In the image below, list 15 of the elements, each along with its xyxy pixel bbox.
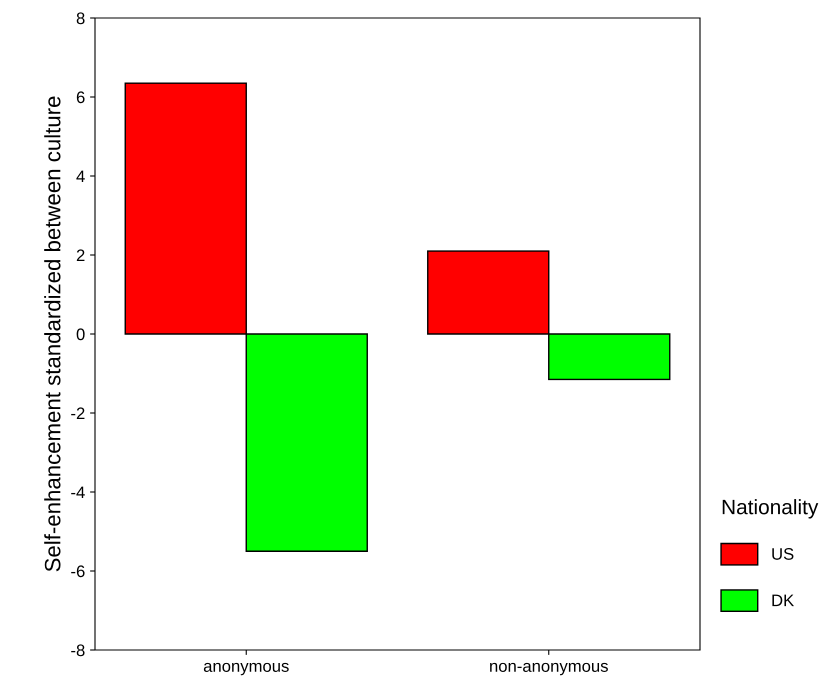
legend-title: Nationality — [722, 499, 818, 518]
y-tick-label: 2 — [76, 249, 84, 262]
y-tick-label: 8 — [76, 12, 85, 24]
legend-label: US — [772, 548, 794, 560]
y-tick-label: -4 — [71, 486, 85, 498]
y-tick-label: -6 — [71, 565, 85, 578]
x-tick-label: non-anonymous — [490, 662, 608, 676]
x-tick-label: anonymous — [204, 662, 289, 676]
y-axis-title: Self-enhancement standardized between culture — [44, 96, 61, 572]
y-tick-label: 6 — [76, 91, 85, 104]
y-tick-label: -2 — [71, 407, 84, 420]
legend-label: DK — [772, 594, 794, 606]
y-tick-label: 0 — [76, 328, 85, 340]
y-tick-label: -8 — [71, 644, 85, 656]
y-tick-label: 4 — [76, 170, 85, 182]
